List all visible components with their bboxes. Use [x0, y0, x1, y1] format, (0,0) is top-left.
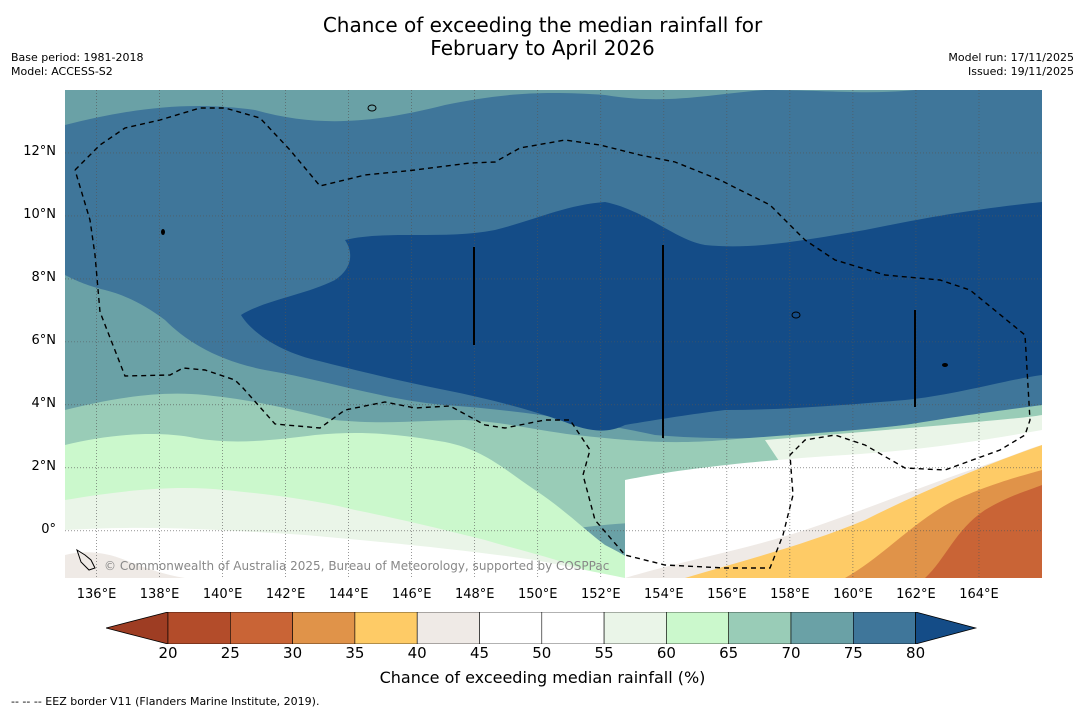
title-line-1: Chance of exceeding the median rainfall …: [322, 13, 763, 37]
copyright-notice: © Commonwealth of Australia 2025, Bureau…: [104, 559, 610, 573]
lon-tick-label: 148°E: [454, 587, 495, 602]
lon-tick-label: 154°E: [644, 587, 684, 602]
gridlines: [65, 90, 1042, 578]
colorbar-segment: [666, 612, 730, 644]
colorbar-tick-label: 75: [843, 644, 863, 662]
colorbar-tick-label: 55: [594, 644, 614, 662]
lat-tick-label: 10°N: [23, 206, 56, 222]
colorbar: [106, 612, 978, 644]
colorbar-segment: [354, 612, 418, 644]
colorbar-segment: [416, 612, 480, 644]
map-title: Chance of exceeding the median rainfall …: [0, 14, 1085, 60]
zone-50-south: [65, 527, 625, 578]
lon-tick-label: 152°E: [581, 587, 621, 602]
island: [942, 363, 948, 367]
eez-footnote: -- -- -- EEZ border V11 (Flanders Marine…: [11, 695, 320, 708]
colorbar-tick-label: 40: [407, 644, 427, 662]
colorbar-tick-label: 35: [345, 644, 365, 662]
model-run: Model run: 17/11/2025: [948, 51, 1074, 64]
colorbar-tick-label: 50: [532, 644, 552, 662]
rainfall-map: [65, 90, 1042, 578]
colorbar-segment: [790, 612, 854, 644]
lon-tick-label: 138°E: [139, 587, 180, 602]
island: [161, 229, 165, 235]
lon-tick-label: 160°E: [833, 587, 873, 602]
colorbar-segment: [479, 612, 543, 644]
colorbar-tick-label: 20: [158, 644, 178, 662]
colorbar-segment: [292, 612, 356, 644]
colorbar-segment: [603, 612, 667, 644]
colorbar-segment: [852, 612, 916, 644]
zone-85-core: [241, 202, 1042, 431]
colorbar-tick-label: 45: [469, 644, 490, 662]
island: [367, 104, 377, 112]
colorbar-tick-label: 30: [283, 644, 303, 662]
lon-tick-label: 142°E: [265, 587, 306, 602]
issued-date: Issued: 19/11/2025: [967, 65, 1074, 78]
colorbar-segment: [541, 612, 605, 644]
meta-right: Model run: 17/11/2025 Issued: 19/11/2025: [948, 51, 1074, 79]
lon-tick-label: 144°E: [328, 587, 369, 602]
lon-tick-label: 162°E: [896, 587, 936, 602]
lon-tick-label: 156°E: [707, 587, 747, 602]
colorbar-tick-label: 60: [656, 644, 676, 662]
colorbar-segment: [728, 612, 792, 644]
colorbar-segment: [167, 612, 231, 644]
colorbar-tick-label: 80: [906, 644, 926, 662]
zone-30: [925, 485, 1042, 578]
lat-tick-label: 2°N: [31, 458, 57, 474]
lon-tick-label: 164°E: [959, 587, 999, 602]
lon-tick-label: 158°E: [770, 587, 810, 602]
colorbar-label: Chance of exceeding median rainfall (%): [379, 668, 706, 687]
lat-tick-label: 12°N: [23, 143, 56, 159]
colorbar-tick-label: 65: [719, 644, 739, 662]
model-name: Model: ACCESS-S2: [11, 65, 113, 78]
lat-tick-label: 8°N: [31, 269, 57, 285]
island-coast: [76, 548, 96, 571]
lat-tick-label: 6°N: [31, 332, 57, 348]
lon-tick-label: 150°E: [517, 587, 558, 602]
meta-left: Base period: 1981-2018 Model: ACCESS-S2: [11, 51, 143, 79]
colorbar-under-arrow: [106, 612, 169, 644]
colorbar-segment: [230, 612, 293, 644]
lat-tick-label: 0°: [41, 521, 56, 537]
colorbar-over-arrow: [915, 612, 978, 644]
title-line-2: February to April 2026: [430, 36, 655, 60]
colorbar-tick-label: 25: [220, 644, 240, 662]
lat-tick-label: 4°N: [31, 395, 57, 411]
base-period: Base period: 1981-2018: [11, 51, 144, 64]
lon-tick-label: 146°E: [391, 587, 432, 602]
island: [791, 311, 801, 319]
lon-tick-label: 136°E: [76, 587, 117, 602]
colorbar-tick-label: 70: [781, 644, 801, 662]
zone-45-west: [65, 552, 185, 578]
lon-tick-label: 140°E: [202, 587, 243, 602]
